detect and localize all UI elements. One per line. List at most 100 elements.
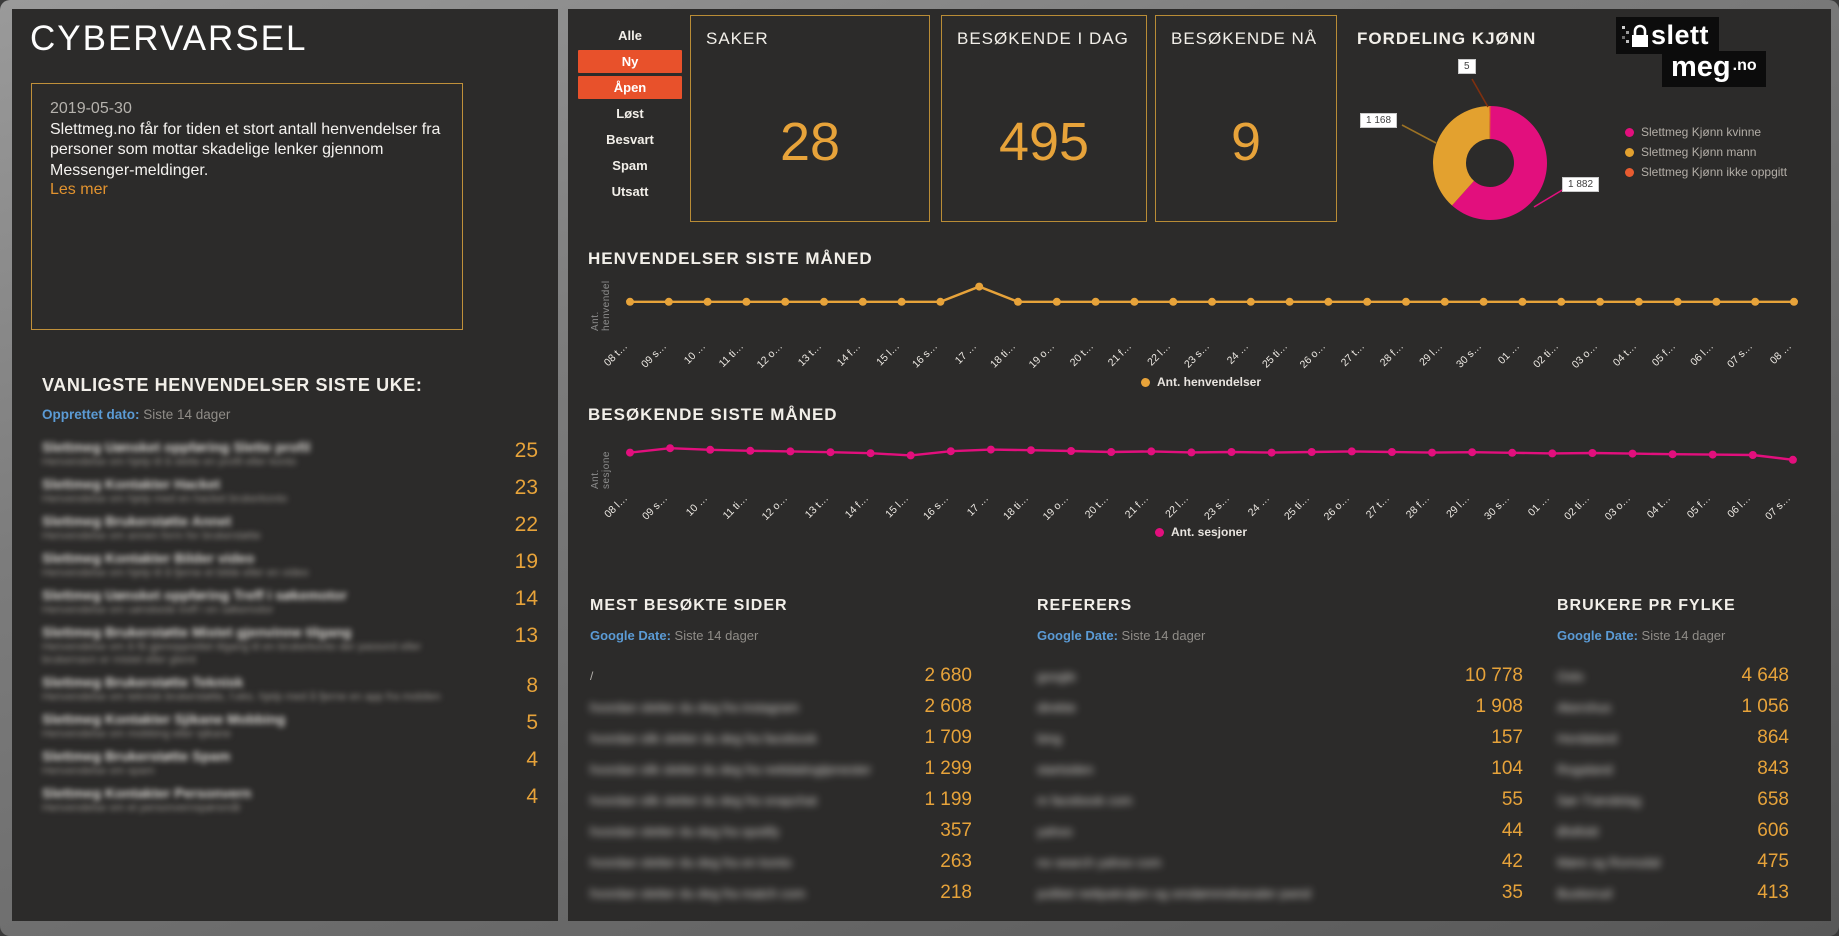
henvendelser-point[interactable] <box>1246 297 1255 306</box>
filter-utsatt[interactable]: Utsatt <box>611 184 649 199</box>
henvendelser-point[interactable] <box>1634 297 1643 306</box>
henvendelser-point[interactable] <box>936 297 945 306</box>
henvendelser-point[interactable] <box>1712 297 1721 306</box>
request-list-item[interactable]: Slettmeg Uønsket oppføring Treff i søkem… <box>42 587 538 617</box>
besokende-point[interactable] <box>1107 448 1116 456</box>
besokende-point[interactable] <box>1548 449 1557 458</box>
filter-besvart[interactable]: Besvart <box>606 132 654 147</box>
henvendelser-point[interactable] <box>781 297 790 306</box>
besokende-point[interactable] <box>946 447 955 456</box>
table-row[interactable]: Rogaland 843 <box>1557 758 1789 789</box>
henvendelser-point[interactable] <box>664 297 673 306</box>
besokende-point[interactable] <box>1267 448 1276 457</box>
table-row[interactable]: Møre og Romsdal 475 <box>1557 851 1789 882</box>
henvendelser-point[interactable] <box>1130 297 1139 306</box>
request-list-item[interactable]: Slettmeg Brukerstøtte Annet Henvendelse o… <box>42 513 538 543</box>
henvendelser-point[interactable] <box>626 297 634 306</box>
henvendelser-plot[interactable] <box>614 271 1810 323</box>
henvendelser-point[interactable] <box>1169 297 1178 306</box>
besokende-point[interactable] <box>1307 448 1316 456</box>
besokende-point[interactable] <box>986 445 995 454</box>
besokende-point[interactable] <box>706 445 715 454</box>
table-row[interactable]: Buskerud 413 <box>1557 882 1789 913</box>
table-row[interactable]: Østfold 606 <box>1557 820 1789 851</box>
gender-legend-item-0[interactable]: Slettmeg Kjønn kvinne <box>1625 125 1787 139</box>
besokende-point[interactable] <box>826 448 835 457</box>
besokende-point[interactable] <box>1227 448 1236 456</box>
besokende-point[interactable] <box>1387 448 1396 456</box>
besokende-point[interactable] <box>866 449 875 458</box>
besokende-point[interactable] <box>1588 449 1597 457</box>
request-list-item[interactable]: Slettmeg Kontakter Hacket Henvendelse om … <box>42 476 538 506</box>
filter-alle[interactable]: Alle <box>618 28 642 43</box>
chart-besokende[interactable]: Ant. sesjone Ant. sesjoner 08 l… 09 s… 10 … <box>588 429 1814 559</box>
table-row[interactable]: startsiden 104 <box>1037 758 1523 789</box>
henvendelser-point[interactable] <box>858 297 867 306</box>
besokende-point[interactable] <box>1027 446 1035 455</box>
besokende-point[interactable] <box>786 447 795 456</box>
read-more-link[interactable]: Les mer <box>50 181 108 199</box>
henvendelser-point[interactable] <box>1673 297 1682 306</box>
henvendelser-point[interactable] <box>1285 297 1294 306</box>
table-row[interactable]: hvordan slik sletter du deg fra nettdati… <box>590 758 972 789</box>
besokende-point[interactable] <box>906 451 915 460</box>
besokende-point[interactable] <box>1748 451 1757 459</box>
besokende-point[interactable] <box>1067 447 1076 455</box>
filter-spam[interactable]: Spam <box>612 158 648 173</box>
kpi-card-1[interactable]: SAKER 28 <box>690 15 930 222</box>
table-row[interactable]: hvordan sletter du deg fra en konto 263 <box>590 851 972 882</box>
besokende-point[interactable] <box>1468 448 1477 457</box>
besokende-point[interactable] <box>1187 448 1196 457</box>
besokende-point[interactable] <box>746 446 755 455</box>
henvendelser-point[interactable] <box>742 297 751 306</box>
chart-besokende-legend[interactable]: Ant. sesjoner <box>588 525 1814 539</box>
besokende-point[interactable] <box>1788 455 1797 464</box>
table-row[interactable]: hvordan sletter du deg fra instagram 2 60… <box>590 696 972 727</box>
besokende-point[interactable] <box>626 448 634 457</box>
request-list-item[interactable]: Slettmeg Kontakter Bilder video Henvendel… <box>42 550 538 580</box>
henvendelser-point[interactable] <box>1402 297 1410 306</box>
besokende-point[interactable] <box>1628 449 1637 458</box>
henvendelser-point[interactable] <box>1440 297 1449 306</box>
henvendelser-point[interactable] <box>1052 297 1061 306</box>
table-row[interactable]: politiet nettpatruljen og omdømmekanaler… <box>1037 882 1523 913</box>
henvendelser-point[interactable] <box>820 297 828 306</box>
henvendelser-point[interactable] <box>897 297 906 306</box>
gender-donut-chart[interactable]: 5 1 168 1 882 <box>1358 51 1658 229</box>
henvendelser-point[interactable] <box>975 282 984 291</box>
request-list-item[interactable]: Slettmeg Brukerstøtte Mistet gjenvinne t… <box>42 624 538 667</box>
table-row[interactable]: Akershus 1 056 <box>1557 696 1789 727</box>
table-row[interactable]: yahoo 44 <box>1037 820 1523 851</box>
chart-henvendelser-legend[interactable]: Ant. henvendelser <box>588 375 1814 389</box>
request-list-item[interactable]: Slettmeg Kontakter Sjikane Mobbing Henven… <box>42 711 538 741</box>
henvendelser-point[interactable] <box>1363 297 1372 306</box>
henvendelser-point[interactable] <box>1324 297 1333 306</box>
henvendelser-point[interactable] <box>1790 297 1798 306</box>
besokende-point[interactable] <box>1147 447 1156 456</box>
kpi-card-2[interactable]: BESØKENDE I DAG 495 <box>941 15 1147 222</box>
filter-åpen[interactable]: Åpen <box>578 76 682 99</box>
besokende-point[interactable] <box>1708 450 1717 459</box>
table-row[interactable]: google 10 778 <box>1037 665 1523 696</box>
table-row[interactable]: / 2 680 <box>590 665 972 696</box>
request-list-item[interactable]: Slettmeg Brukerstøtte Teknisk Henvendelse… <box>42 674 538 704</box>
henvendelser-point[interactable] <box>1208 297 1216 306</box>
henvendelser-point[interactable] <box>1751 297 1760 306</box>
filter-løst[interactable]: Løst <box>616 106 644 121</box>
table-row[interactable]: hvordan sletter du deg fra spotify 357 <box>590 820 972 851</box>
besokende-plot[interactable] <box>614 429 1810 475</box>
table-row[interactable]: hvordan slik sletter du deg fra facebook… <box>590 727 972 758</box>
henvendelser-point[interactable] <box>1557 297 1566 306</box>
besokende-point[interactable] <box>1428 448 1436 457</box>
kpi-card-3[interactable]: BESØKENDE NÅ 9 <box>1155 15 1337 222</box>
table-row[interactable]: Oslo 4 648 <box>1557 665 1789 696</box>
chart-henvendelser[interactable]: Ant. henvendel Ant. henvendelser 08 t… 09… <box>588 271 1814 407</box>
table-row[interactable]: no search yahoo com 42 <box>1037 851 1523 882</box>
henvendelser-point[interactable] <box>1518 297 1527 306</box>
gender-legend-item-2[interactable]: Slettmeg Kjønn ikke oppgitt <box>1625 165 1787 179</box>
table-row[interactable]: hvordan slik sletter du deg fra snapchat… <box>590 789 972 820</box>
henvendelser-point[interactable] <box>1014 297 1022 306</box>
table-row[interactable]: Sør-Trøndelag 658 <box>1557 789 1789 820</box>
table-row[interactable]: m facebook com 55 <box>1037 789 1523 820</box>
besokende-point[interactable] <box>1508 448 1517 457</box>
